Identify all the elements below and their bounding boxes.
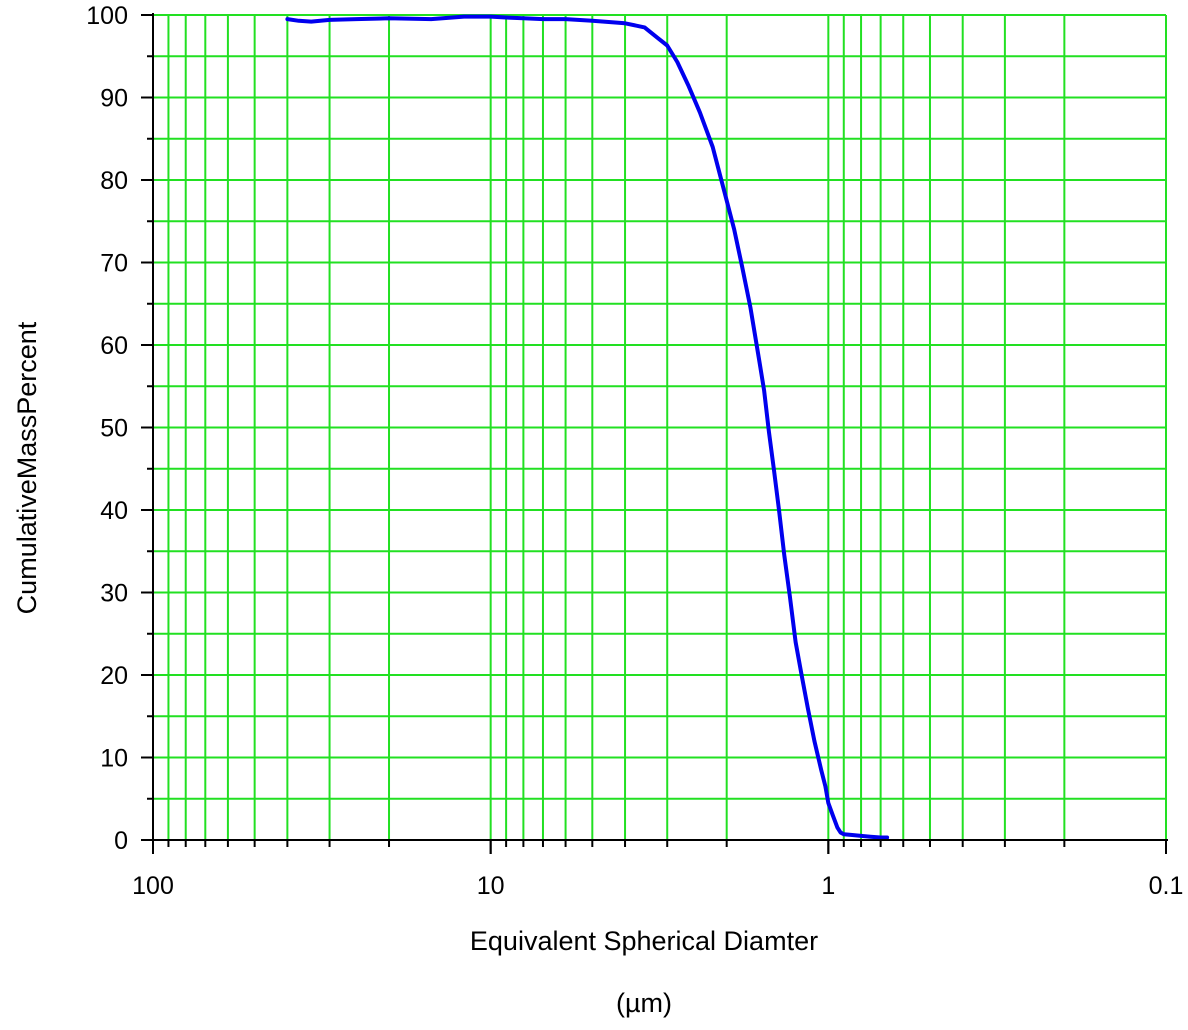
x-tick-label: 10 [477,872,505,900]
y-axis-title: CumulativeMassPercent [12,321,42,614]
y-tick-label: 80 [100,167,128,195]
y-tick-label: 30 [100,580,128,608]
series-line [285,14,890,840]
y-tick-label: 100 [86,2,128,30]
x-tick-label: 1 [821,872,835,900]
y-tick-label: 60 [100,332,128,360]
y-tick-label: 0 [114,827,128,855]
tick-labels: 0 10 20 30 40 50 60 70 80 90 100 100 10 1 0.1 [86,2,1183,900]
x-axis-unit: (µm) [616,988,672,1018]
x-tick-label: 100 [132,872,174,900]
y-tick-label: 40 [100,497,128,525]
y-tick-label: 90 [100,85,128,113]
y-tick-label: 20 [100,662,128,690]
series-layer [285,14,890,840]
y-tick-label: 70 [100,250,128,278]
x-axis-title: Equivalent Spherical Diamter [470,926,818,956]
grid [153,14,1167,840]
x-tick-label: 0.1 [1149,872,1184,900]
axes [141,13,1168,854]
y-tick-label: 10 [100,745,128,773]
y-tick-label: 50 [100,415,128,443]
